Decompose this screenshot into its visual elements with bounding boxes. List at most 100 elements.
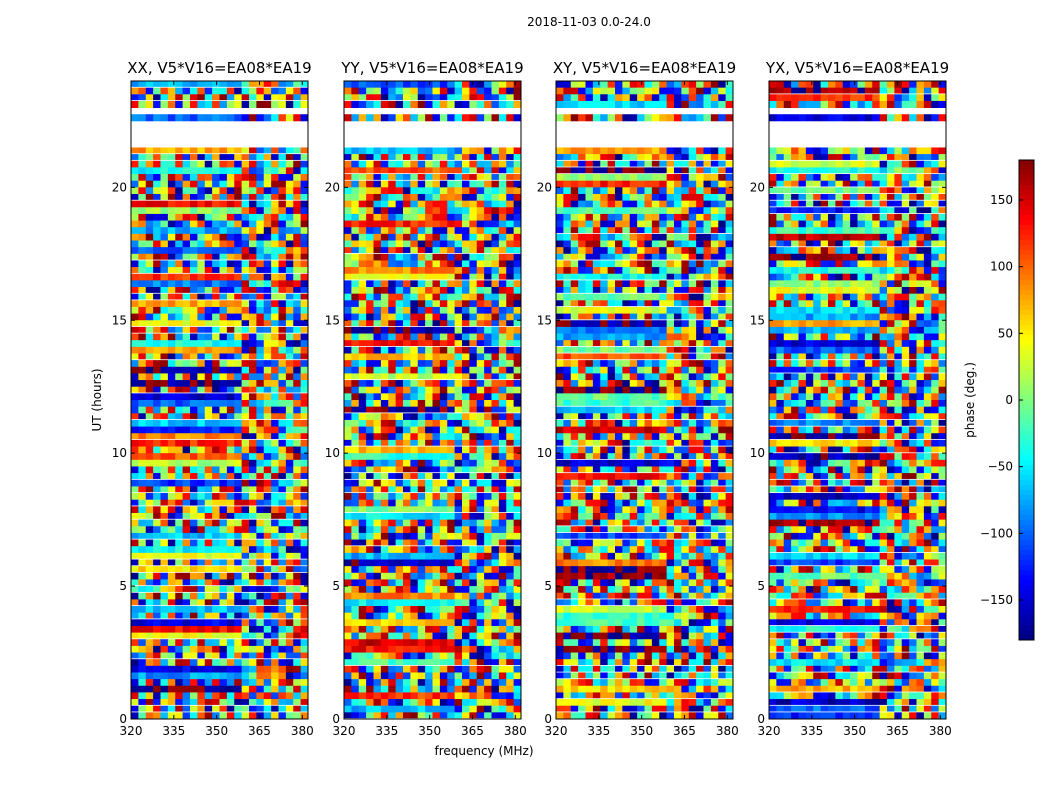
phase-cell (585, 87, 594, 95)
phase-cell (366, 705, 374, 713)
phase-cell (271, 293, 279, 301)
phase-cell (293, 692, 302, 700)
phase-cell (425, 433, 433, 441)
phase-cell (160, 167, 169, 175)
phase-cell (293, 366, 302, 374)
phase-cell (491, 599, 500, 607)
phase-cell (476, 466, 485, 474)
phase-cell (506, 572, 515, 580)
phase-cell (688, 193, 697, 202)
phase-cell (138, 705, 147, 713)
phase-cell (388, 466, 397, 474)
phase-cell (190, 712, 198, 719)
phase-cell (204, 413, 213, 421)
phase-cell (182, 306, 191, 315)
phase-cell (182, 406, 191, 414)
phase-cell (300, 539, 308, 547)
phase-cell (241, 606, 250, 614)
phase-cell (300, 213, 308, 221)
phase-cell (506, 619, 515, 627)
phase-cell (167, 619, 176, 627)
phase-cell (285, 645, 294, 653)
phase-cell (506, 207, 515, 215)
phase-cell (241, 287, 250, 295)
phase-cell (395, 207, 404, 215)
phase-cell (234, 606, 243, 614)
phase-cell (293, 586, 302, 594)
phase-cell (300, 413, 308, 421)
phase-cell (131, 280, 139, 288)
phase-cell (506, 592, 515, 600)
phase-cell (469, 493, 478, 501)
phase-cell (462, 147, 470, 155)
phase-cell (425, 160, 433, 168)
phase-cell (469, 200, 478, 208)
phase-cell (491, 419, 500, 427)
phase-cell (278, 459, 287, 467)
phase-cell (688, 220, 697, 228)
phase-cell (278, 313, 287, 321)
phase-cell (403, 546, 411, 554)
phase-cell (285, 685, 294, 693)
phase-cell (380, 213, 389, 221)
phase-cell (234, 426, 243, 434)
phase-cell (703, 147, 712, 155)
phase-cell (484, 353, 492, 361)
phase-cell (506, 200, 515, 208)
phase-cell (439, 612, 448, 620)
phase-cell (425, 419, 433, 427)
phase-cell (226, 247, 235, 255)
phase-cell (659, 193, 668, 202)
phase-cell (167, 446, 176, 454)
phase-cell (138, 154, 147, 162)
phase-cell (226, 373, 235, 381)
phase-cell (388, 293, 397, 301)
phase-cell (491, 526, 500, 534)
phase-cell (300, 599, 308, 607)
phase-cell (563, 167, 572, 175)
phase-cell (131, 519, 139, 527)
phase-cell (271, 320, 279, 328)
phase-cell (476, 346, 485, 354)
phase-cell (256, 692, 265, 700)
phase-cell (197, 426, 206, 434)
phase-cell (219, 306, 228, 315)
phase-cell (212, 506, 220, 514)
phase-cell (271, 406, 279, 414)
phase-cell (256, 213, 265, 221)
phase-cell (462, 326, 470, 334)
phase-cell (249, 233, 257, 241)
phase-cell (241, 220, 250, 228)
phase-cell (351, 240, 360, 248)
phase-cell (570, 160, 579, 168)
phase-cell (167, 479, 176, 487)
phase-cell (204, 280, 213, 288)
phase-cell (410, 400, 419, 408)
phase-cell (674, 193, 682, 202)
phase-cell (249, 147, 257, 155)
phase-cell (388, 373, 397, 381)
phase-cell (197, 453, 206, 461)
phase-cell (439, 333, 448, 341)
phase-cell (358, 406, 367, 414)
phase-cell (403, 287, 411, 295)
phase-cell (447, 552, 456, 560)
phase-cell (293, 400, 302, 408)
phase-cell (167, 493, 176, 501)
phase-cell (462, 373, 470, 381)
phase-cell (138, 659, 147, 667)
phase-cell (131, 546, 139, 554)
phase-cell (417, 665, 426, 673)
phase-cell (249, 154, 257, 162)
phase-cell (476, 679, 485, 687)
phase-cell (212, 360, 220, 368)
phase-cell (300, 439, 308, 447)
phase-cell (725, 174, 733, 182)
phase-cell (344, 466, 352, 474)
phase-cell (204, 360, 213, 368)
phase-cell (688, 87, 697, 95)
phase-cell (556, 160, 564, 168)
phase-cell (138, 473, 147, 481)
phase-cell (388, 273, 397, 281)
phase-cell (476, 253, 485, 261)
